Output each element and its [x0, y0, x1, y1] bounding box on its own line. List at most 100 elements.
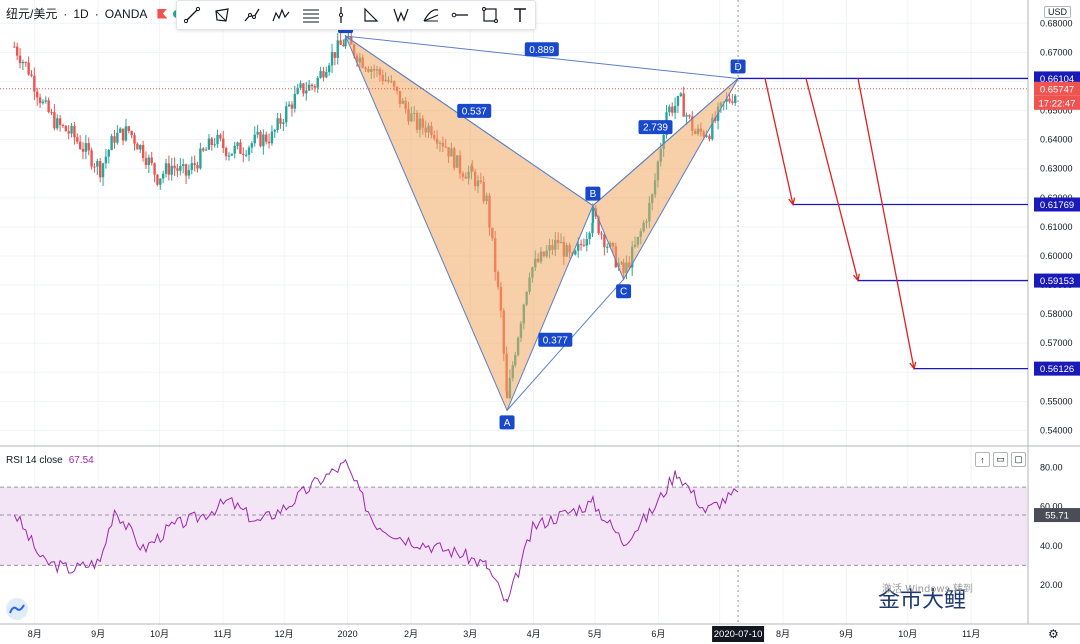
- candle-body: [44, 100, 47, 102]
- candle-body: [711, 117, 714, 140]
- candle-body: [101, 163, 105, 178]
- collapse-pane-icon[interactable]: ▭: [993, 452, 1008, 467]
- candle-body: [53, 112, 56, 129]
- gear-icon[interactable]: ⚙: [1048, 627, 1059, 641]
- interval-label[interactable]: 1D: [73, 6, 89, 21]
- candle-body: [230, 153, 234, 156]
- text-icon[interactable]: [509, 4, 531, 26]
- price-label-bg: [1034, 273, 1080, 288]
- candle-body: [591, 223, 594, 234]
- candle-body: [27, 62, 30, 75]
- time-tick-label: 8月: [776, 629, 790, 639]
- candle-body: [310, 84, 314, 87]
- price-tick-label: 0.67000: [1040, 47, 1073, 57]
- pattern-ratio-label: 0.537: [462, 106, 487, 117]
- horizontal-ray-icon[interactable]: [449, 4, 471, 26]
- time-tick-label: 10月: [898, 629, 917, 639]
- multipoint-pattern-icon[interactable]: [270, 4, 292, 26]
- pattern-point-label: A: [504, 418, 511, 429]
- price-tick-label: 0.55000: [1040, 396, 1073, 406]
- path-icon[interactable]: [241, 4, 263, 26]
- candle-body: [156, 174, 159, 185]
- price-label-bg: [1034, 95, 1080, 110]
- price-axis-label: 0.65747: [1040, 84, 1074, 95]
- candle-body: [330, 52, 334, 66]
- candle-body: [285, 106, 288, 123]
- price-axis-label: 0.59153: [1040, 276, 1074, 287]
- price-tick-label: 0.58000: [1040, 309, 1073, 319]
- candle-body: [293, 93, 297, 109]
- rsi-band: [0, 487, 1027, 566]
- candle-body: [58, 118, 62, 126]
- xabcd-pattern-icon[interactable]: [390, 4, 412, 26]
- candle-body: [322, 71, 325, 78]
- candle-body: [585, 239, 588, 246]
- symbol-name[interactable]: 纽元/美元: [6, 7, 58, 21]
- time-tick-label: 9月: [91, 629, 105, 639]
- rsi-legend: RSI 14 close 67.54: [6, 455, 94, 466]
- rectangle-icon[interactable]: [479, 4, 501, 26]
- pattern-point-label-bg: [616, 284, 632, 299]
- candle-body: [164, 163, 168, 174]
- maximize-pane-icon[interactable]: ▢: [1011, 452, 1026, 467]
- time-tick-label: 12月: [275, 629, 294, 639]
- time-tick-label: 11月: [214, 629, 232, 639]
- candle-body: [344, 38, 347, 47]
- pattern-ratio-label: 2.739: [643, 123, 668, 134]
- candle-body: [216, 134, 219, 145]
- drawing-toolbar: [176, 0, 536, 30]
- candle-body: [576, 244, 580, 251]
- candle-body: [144, 158, 148, 166]
- candle-body: [153, 163, 156, 175]
- candle-body: [682, 93, 685, 117]
- candle-body: [96, 161, 99, 167]
- time-tick-label: 2020: [338, 629, 358, 639]
- candle-body: [671, 106, 674, 113]
- move-up-icon[interactable]: ↑: [975, 452, 990, 467]
- price-tick-label: 0.61000: [1040, 222, 1073, 232]
- triangle-icon[interactable]: [360, 4, 382, 26]
- candle-body: [273, 129, 276, 132]
- price-tick-label: 0.68000: [1040, 18, 1073, 28]
- candle-body: [36, 91, 39, 98]
- candle-body: [121, 128, 125, 141]
- trend-line-icon[interactable]: [181, 4, 203, 26]
- candle-body: [662, 134, 665, 150]
- candle-body: [305, 90, 308, 94]
- candle-body: [685, 115, 688, 117]
- candle-body: [253, 134, 256, 144]
- fib-fan-icon[interactable]: [420, 4, 442, 26]
- pattern-ratio-label: 0.889: [529, 45, 554, 56]
- rsi-name[interactable]: RSI 14 close: [6, 455, 63, 466]
- time-cursor-label: 2020-07-10: [714, 629, 763, 640]
- candle-body: [150, 157, 153, 164]
- candle-body: [124, 126, 128, 141]
- candle-body: [110, 136, 113, 151]
- candle-body: [141, 145, 145, 159]
- pattern-ratio-label-bg: [457, 103, 492, 118]
- flag-icon: [157, 8, 168, 19]
- candle-body: [176, 168, 179, 171]
- currency-badge[interactable]: USD: [1044, 6, 1072, 18]
- candle-body: [708, 135, 711, 140]
- candle-body: [705, 135, 708, 137]
- tradingview-logo-icon[interactable]: [6, 598, 28, 620]
- price-label-bg: [1034, 197, 1080, 212]
- candle-body: [173, 165, 176, 169]
- candle-body: [247, 147, 251, 155]
- candle-body: [98, 161, 102, 178]
- rsi-tick-label: 20.00: [1040, 580, 1063, 590]
- price-axis-label: 0.56126: [1040, 364, 1074, 375]
- watermark: 激活 Windows 转到 金市大鲤: [878, 582, 973, 614]
- candle-body: [296, 87, 299, 94]
- candle-body: [734, 95, 737, 103]
- rect-pattern-icon[interactable]: [211, 4, 233, 26]
- candle-body: [256, 131, 259, 135]
- candle-body: [199, 148, 202, 169]
- vertical-line-icon[interactable]: [330, 4, 352, 26]
- candle-body: [244, 154, 248, 156]
- fib-lines-icon[interactable]: [300, 4, 322, 26]
- price-tick-label: 0.60000: [1040, 251, 1073, 261]
